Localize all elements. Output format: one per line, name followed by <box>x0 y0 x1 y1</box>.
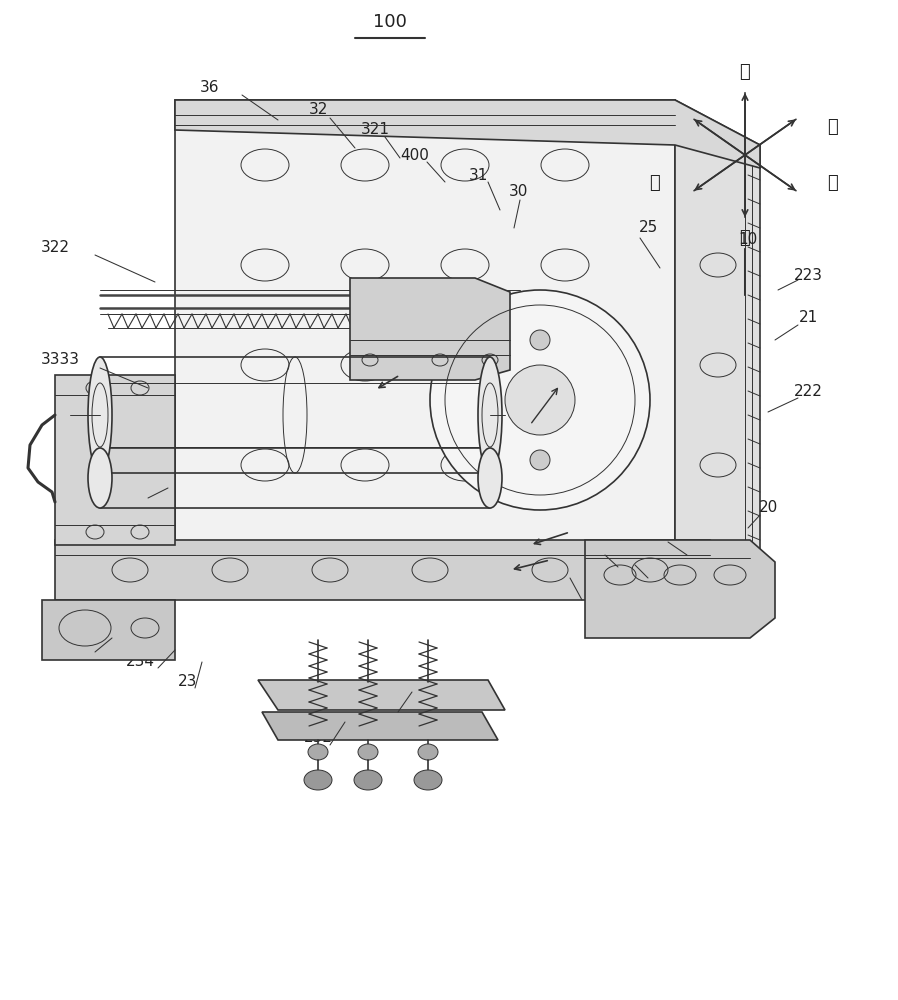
Text: 321: 321 <box>360 122 390 137</box>
Text: 232: 232 <box>304 730 332 746</box>
Text: 后: 后 <box>827 118 837 136</box>
Text: 下: 下 <box>740 229 751 247</box>
Ellipse shape <box>530 450 550 470</box>
Text: 25: 25 <box>638 221 657 235</box>
Ellipse shape <box>530 330 550 350</box>
Polygon shape <box>55 540 750 600</box>
Text: 234: 234 <box>126 654 154 670</box>
Text: 36: 36 <box>200 81 220 96</box>
Ellipse shape <box>308 744 328 760</box>
Text: 前: 前 <box>649 174 660 192</box>
Text: 400: 400 <box>401 147 429 162</box>
Ellipse shape <box>88 448 112 508</box>
Ellipse shape <box>505 365 575 435</box>
Text: 上: 上 <box>740 63 751 81</box>
Text: 100: 100 <box>373 13 407 31</box>
Text: 27: 27 <box>109 485 128 499</box>
Text: 10: 10 <box>738 232 758 247</box>
Text: 21: 21 <box>798 310 817 326</box>
Text: 221: 221 <box>644 564 673 580</box>
Ellipse shape <box>304 770 332 790</box>
Polygon shape <box>258 680 505 710</box>
Text: 322: 322 <box>40 240 69 255</box>
Text: 30: 30 <box>508 184 528 200</box>
Polygon shape <box>42 600 175 660</box>
Text: 20: 20 <box>759 500 778 516</box>
Polygon shape <box>350 278 510 380</box>
Polygon shape <box>175 100 760 168</box>
Ellipse shape <box>414 770 442 790</box>
Ellipse shape <box>430 290 650 510</box>
Text: 24: 24 <box>608 552 628 568</box>
Ellipse shape <box>478 448 502 508</box>
Text: 左: 左 <box>649 118 660 136</box>
Text: 22: 22 <box>685 540 705 556</box>
Polygon shape <box>55 375 175 545</box>
Ellipse shape <box>478 357 502 473</box>
Ellipse shape <box>358 744 378 760</box>
Text: 223: 223 <box>794 267 823 282</box>
Polygon shape <box>585 540 775 638</box>
Text: 231: 231 <box>50 641 80 656</box>
Text: 右: 右 <box>827 174 837 192</box>
Polygon shape <box>675 100 760 570</box>
Polygon shape <box>175 100 675 570</box>
Ellipse shape <box>354 770 382 790</box>
Text: 3333: 3333 <box>40 353 80 367</box>
Text: 233: 233 <box>381 698 409 712</box>
Text: 28: 28 <box>580 587 600 602</box>
Ellipse shape <box>88 357 112 473</box>
Text: 32: 32 <box>308 103 328 117</box>
Polygon shape <box>262 712 498 740</box>
Text: 23: 23 <box>179 674 198 690</box>
Text: 222: 222 <box>794 384 823 399</box>
Text: 31: 31 <box>469 167 488 182</box>
Ellipse shape <box>418 744 438 760</box>
